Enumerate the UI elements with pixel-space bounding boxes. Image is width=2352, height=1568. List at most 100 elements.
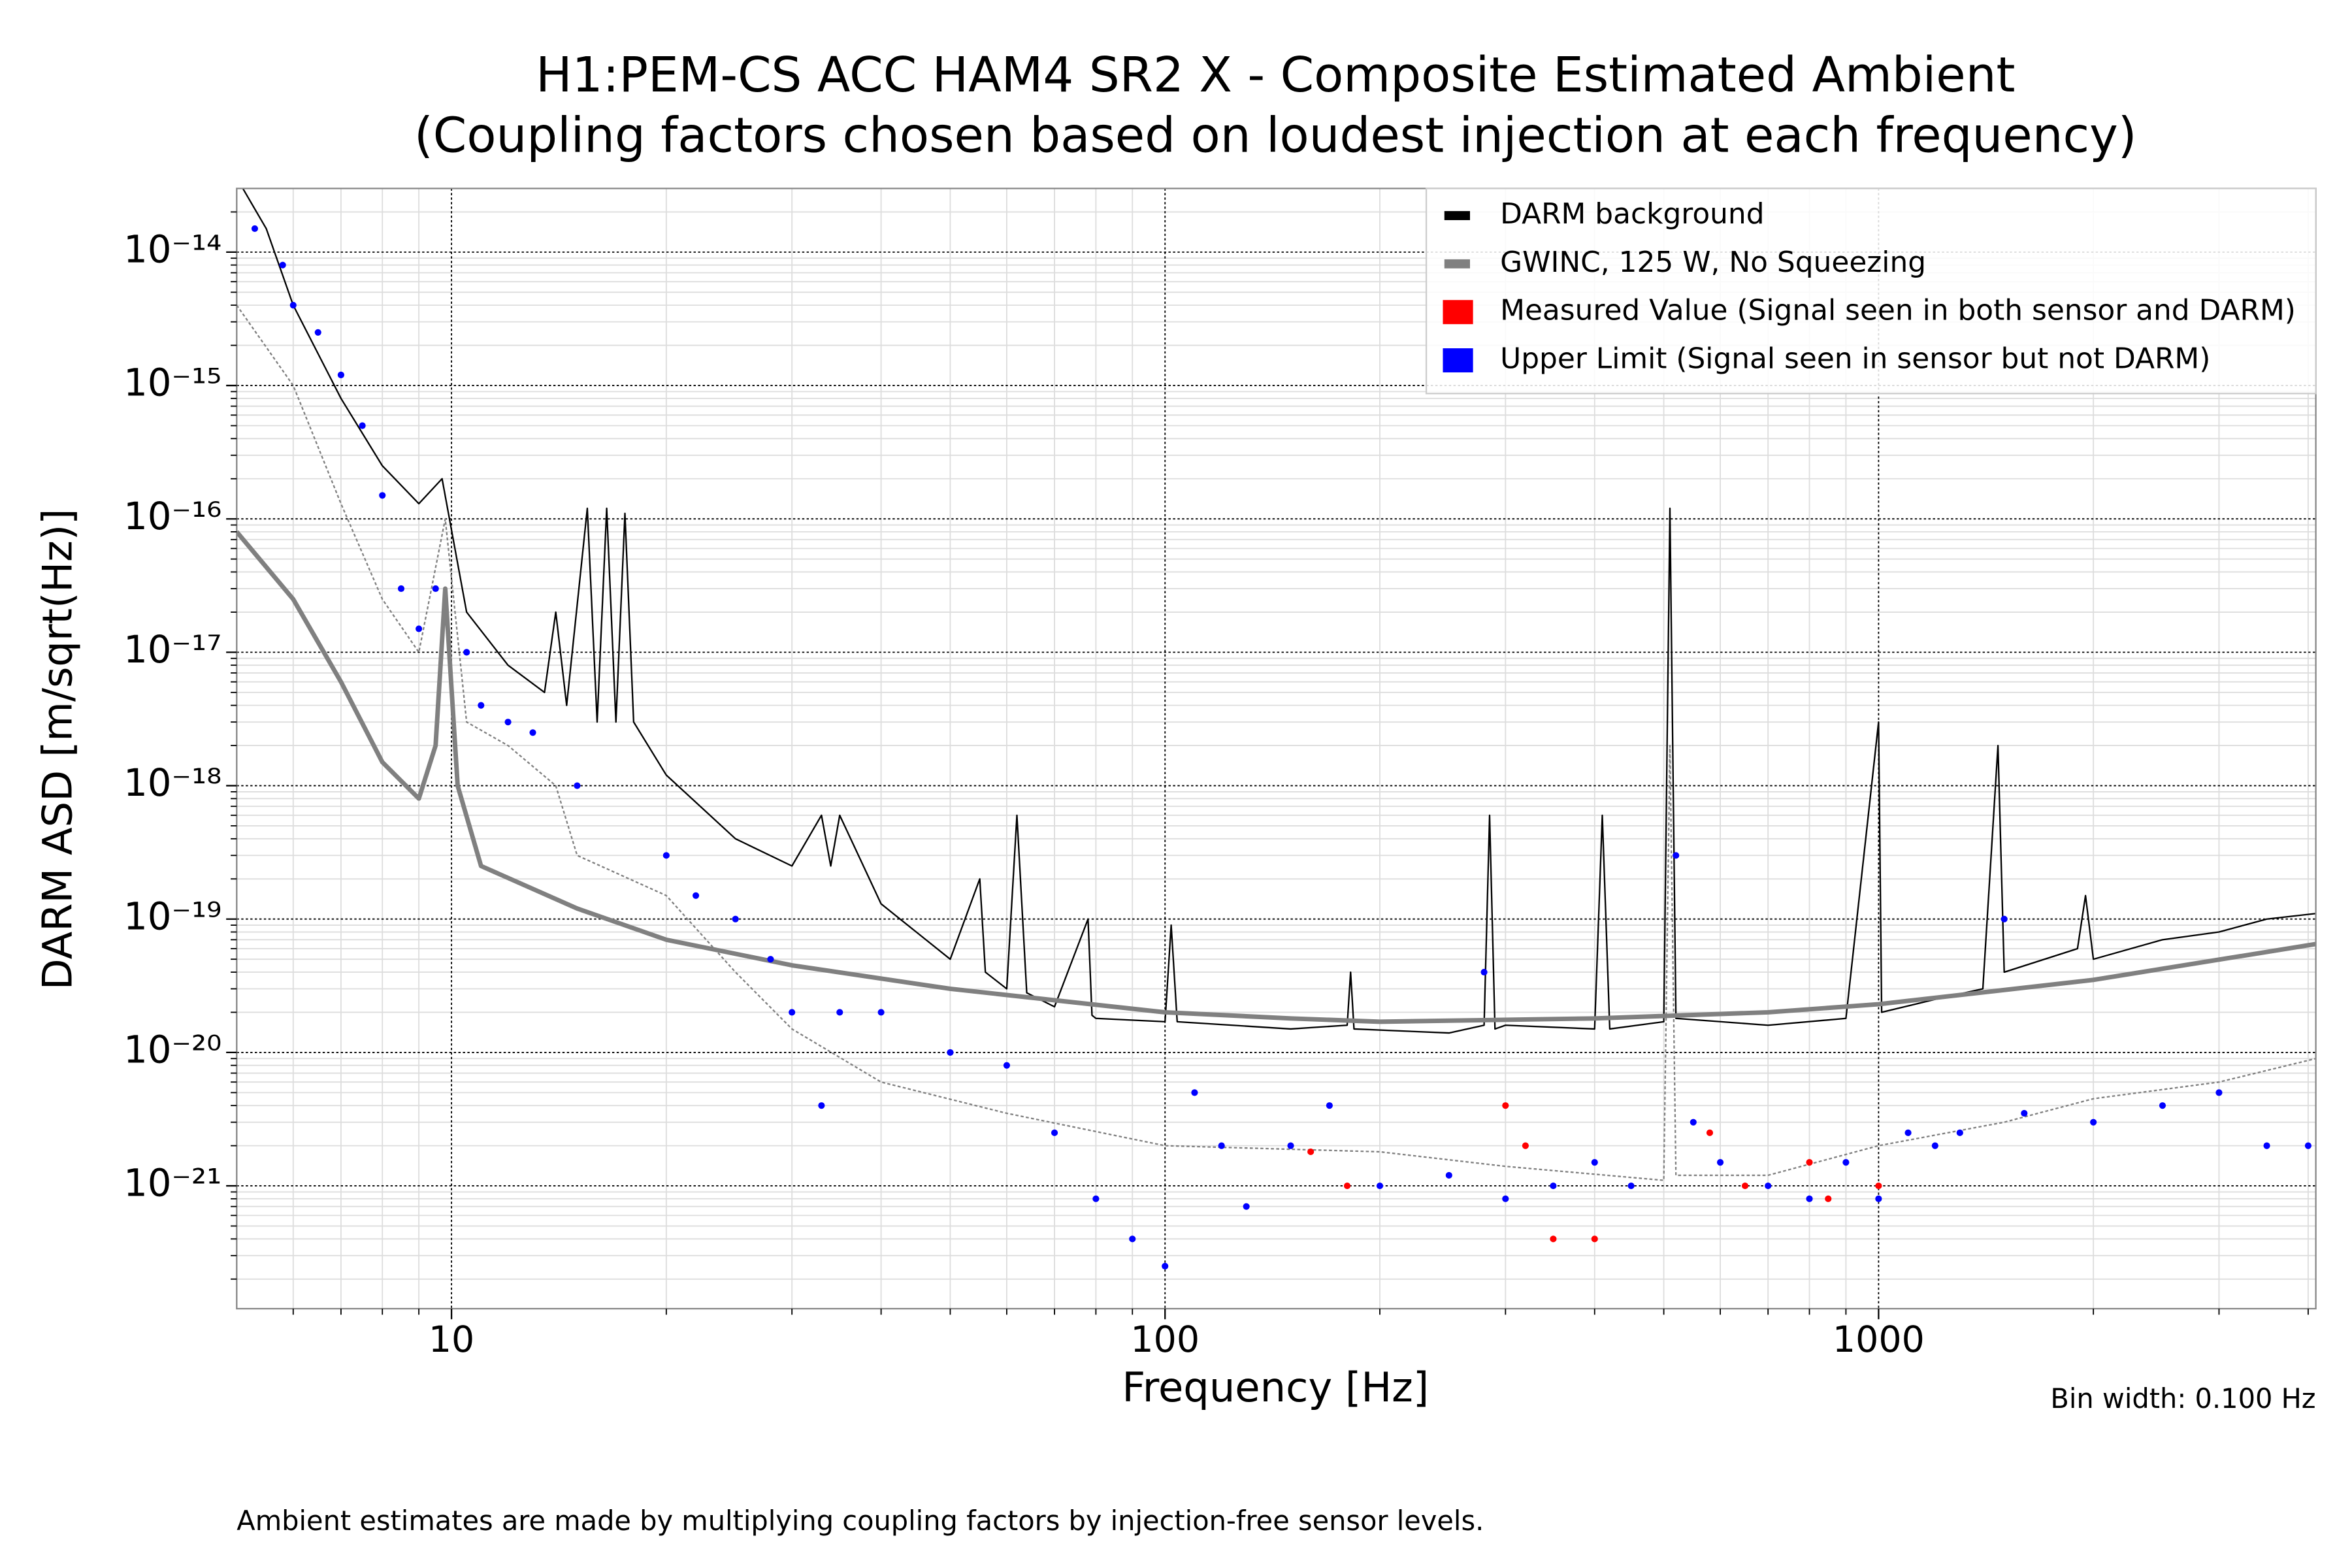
data-point <box>1806 1159 1813 1166</box>
data-point <box>1129 1235 1136 1243</box>
data-point <box>478 702 485 709</box>
legend-label: Measured Value (Signal seen in both sens… <box>1500 294 2296 327</box>
y-tick-label: 10⁻¹⁴ <box>123 227 221 272</box>
data-point <box>1842 1159 1850 1166</box>
chart-title: H1:PEM-CS ACC HAM4 SR2 X - Composite Est… <box>536 47 2015 103</box>
data-point <box>397 585 405 593</box>
data-point <box>1904 1129 1912 1136</box>
grid <box>237 188 2316 1309</box>
data-point <box>1218 1142 1225 1149</box>
data-point <box>1627 1182 1635 1190</box>
legend-label: DARM background <box>1500 197 1764 231</box>
plot-area <box>237 188 2316 1270</box>
data-point <box>337 371 344 378</box>
legend-box <box>1425 188 2317 395</box>
y-tick-label: 10⁻²¹ <box>123 1161 221 1205</box>
data-point <box>2304 1142 2311 1149</box>
data-point <box>1307 1148 1315 1156</box>
legend-swatch <box>1443 348 1473 372</box>
data-point <box>1591 1159 1598 1166</box>
bin-width-note: Bin width: 0.100 Hz <box>2050 1382 2315 1414</box>
y-tick-label: 10⁻¹⁸ <box>123 760 221 805</box>
y-tick-label: 10⁻¹⁹ <box>123 894 221 938</box>
data-point <box>1522 1142 1529 1149</box>
data-point <box>1092 1195 1100 1202</box>
data-point <box>1376 1182 1384 1190</box>
data-point <box>279 261 286 269</box>
x-axis-label: Frequency [Hz] <box>1122 1364 1429 1411</box>
data-point <box>877 1009 885 1016</box>
data-point <box>1673 852 1680 859</box>
data-point <box>504 719 512 726</box>
data-point <box>2263 1142 2270 1149</box>
data-point <box>359 422 366 429</box>
legend-label: Upper Limit (Signal seen in sensor but n… <box>1500 342 2210 376</box>
data-point <box>767 956 774 963</box>
data-point <box>1806 1195 1813 1202</box>
data-point <box>1326 1102 1333 1109</box>
data-point <box>789 1009 796 1016</box>
data-point <box>836 1009 843 1016</box>
data-point <box>1875 1195 1882 1202</box>
series-line <box>242 188 2316 1034</box>
data-point <box>1741 1182 1749 1190</box>
y-tick-label: 10⁻¹⁶ <box>123 494 221 538</box>
data-point <box>1706 1129 1714 1136</box>
data-point <box>574 782 581 789</box>
legend-swatch <box>1443 300 1473 325</box>
x-tick-label: 100 <box>1130 1319 1200 1361</box>
data-point <box>2090 1119 2097 1126</box>
data-point <box>2215 1089 2223 1096</box>
legend: DARM background GWINC, 125 W, No Squeezin… <box>1425 188 2317 395</box>
data-point <box>1875 1182 1882 1190</box>
data-point <box>1956 1129 1963 1136</box>
data-point <box>2159 1102 2166 1109</box>
data-point <box>251 225 259 233</box>
x-tick-label: 10 <box>429 1319 474 1361</box>
data-point <box>1765 1182 1772 1190</box>
data-point <box>1716 1159 1724 1166</box>
data-point <box>1343 1182 1351 1190</box>
data-point <box>1191 1089 1198 1096</box>
data-point <box>732 915 739 923</box>
data-point <box>1287 1142 1294 1149</box>
data-point <box>2021 1109 2028 1117</box>
data-point <box>1550 1182 1557 1190</box>
data-point <box>416 625 423 632</box>
data-point <box>1591 1235 1598 1243</box>
data-point <box>1502 1102 1509 1109</box>
y-axis-label: DARM ASD [m/sqrt(Hz)] <box>33 509 81 990</box>
data-point <box>662 852 670 859</box>
data-point <box>1690 1119 1697 1126</box>
x-tick-label: 1000 <box>1833 1319 1925 1361</box>
data-point <box>1931 1142 1938 1149</box>
data-point <box>314 329 321 336</box>
data-point <box>1162 1262 1169 1270</box>
chart-subtitle: (Coupling factors chosen based on loudes… <box>414 107 2137 163</box>
legend-swatch <box>1444 259 1470 269</box>
series-line <box>237 304 2316 1181</box>
data-point <box>1003 1062 1011 1069</box>
data-point <box>1480 968 1488 976</box>
data-point <box>1051 1129 1058 1136</box>
legend-swatch <box>1444 211 1470 220</box>
y-tick-label: 10⁻¹⁵ <box>123 361 221 405</box>
data-point <box>1550 1235 1557 1243</box>
data-point <box>379 492 386 499</box>
data-point <box>1825 1195 1832 1202</box>
data-point <box>947 1049 954 1056</box>
data-point <box>1502 1195 1509 1202</box>
data-point <box>289 302 297 309</box>
data-point <box>2001 915 2008 923</box>
data-point <box>463 649 470 656</box>
series-line <box>237 530 2316 1024</box>
data-point <box>529 729 536 736</box>
plot-frame <box>236 188 2317 1310</box>
data-point <box>1243 1203 1250 1210</box>
ticks: 10 100 1000 10⁻²¹ 10⁻²⁰ 10⁻¹⁹ 10⁻¹⁸ 10⁻¹⁷ 10⁻¹⁶ 1… <box>123 211 2309 1361</box>
data-point <box>818 1102 825 1109</box>
data-point <box>1445 1171 1452 1179</box>
data-point <box>692 892 700 899</box>
